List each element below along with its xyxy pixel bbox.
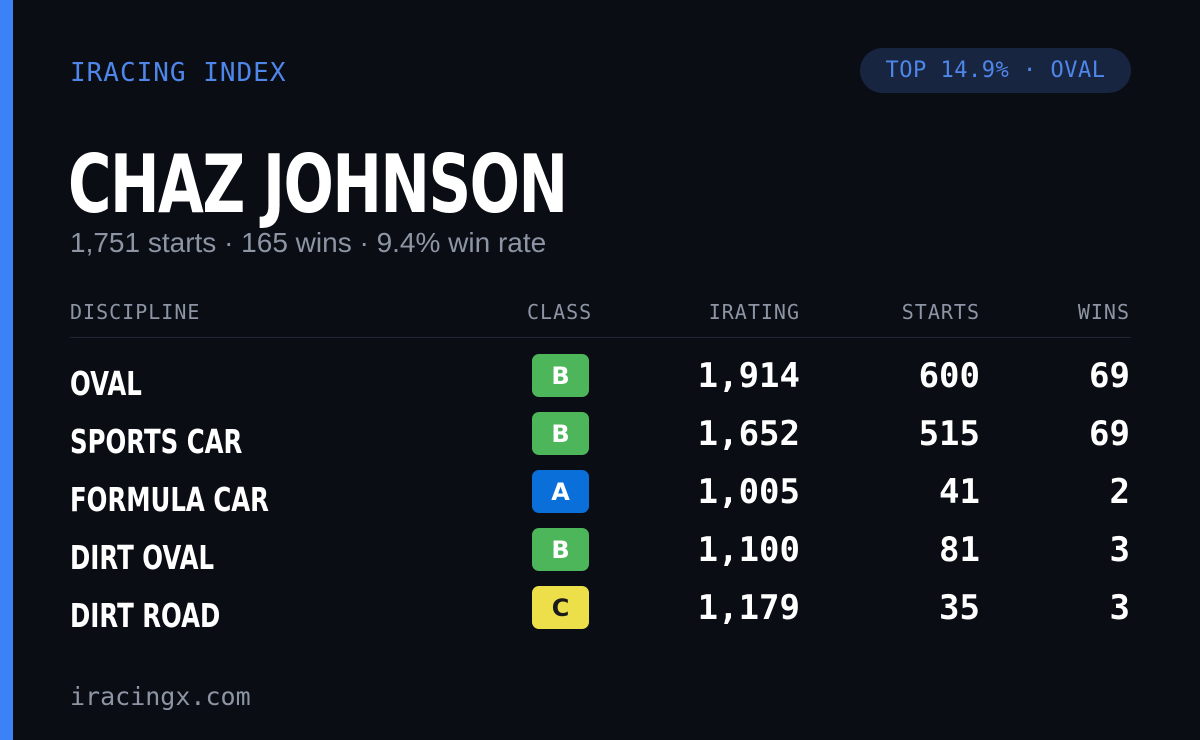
driver-summary: 1,751 starts · 165 wins · 9.4% win rate: [70, 227, 547, 258]
accent-bar: [0, 0, 13, 740]
irating-value: 1,652: [697, 414, 800, 454]
wins-value: 3: [1109, 588, 1130, 628]
column-header-wins: WINS: [1077, 300, 1130, 324]
driver-name: CHAZ JOHNSON: [68, 138, 568, 231]
table-row: SPORTS CAR B 1,652 515 69: [0, 412, 1200, 470]
wins-value: 69: [1089, 414, 1130, 454]
starts-value: 81: [939, 530, 980, 570]
discipline-name: SPORTS CAR: [70, 422, 243, 461]
percentile-badge: TOP 14.9% · OVAL: [860, 48, 1131, 93]
table-row: DIRT OVAL B 1,100 81 3: [0, 528, 1200, 586]
class-badge: B: [532, 354, 589, 397]
wins-value: 2: [1109, 472, 1130, 512]
irating-value: 1,179: [697, 588, 800, 628]
column-header-discipline: DISCIPLINE: [70, 300, 201, 324]
starts-value: 41: [939, 472, 980, 512]
column-header-starts: STARTS: [901, 300, 980, 324]
discipline-name: OVAL: [70, 364, 142, 403]
irating-value: 1,100: [697, 530, 800, 570]
irating-value: 1,914: [697, 356, 800, 396]
wins-value: 69: [1089, 356, 1130, 396]
footer-website: iracingx.com: [70, 682, 251, 711]
class-badge: C: [532, 586, 589, 629]
table-row: OVAL B 1,914 600 69: [0, 354, 1200, 412]
starts-value: 35: [939, 588, 980, 628]
irating-value: 1,005: [697, 472, 800, 512]
discipline-name: FORMULA CAR: [70, 480, 269, 519]
brand-title: IRACING INDEX: [70, 58, 287, 88]
class-badge: A: [532, 470, 589, 513]
wins-value: 3: [1109, 530, 1130, 570]
column-header-class: CLASS: [527, 300, 593, 324]
class-badge: B: [532, 412, 589, 455]
discipline-name: DIRT OVAL: [70, 538, 215, 577]
discipline-name: DIRT ROAD: [70, 596, 221, 635]
starts-value: 515: [918, 414, 980, 454]
header-divider: [70, 337, 1131, 338]
table-row: DIRT ROAD C 1,179 35 3: [0, 586, 1200, 644]
class-badge: B: [532, 528, 589, 571]
starts-value: 600: [918, 356, 980, 396]
table-row: FORMULA CAR A 1,005 41 2: [0, 470, 1200, 528]
column-header-irating: IRATING: [708, 300, 800, 324]
